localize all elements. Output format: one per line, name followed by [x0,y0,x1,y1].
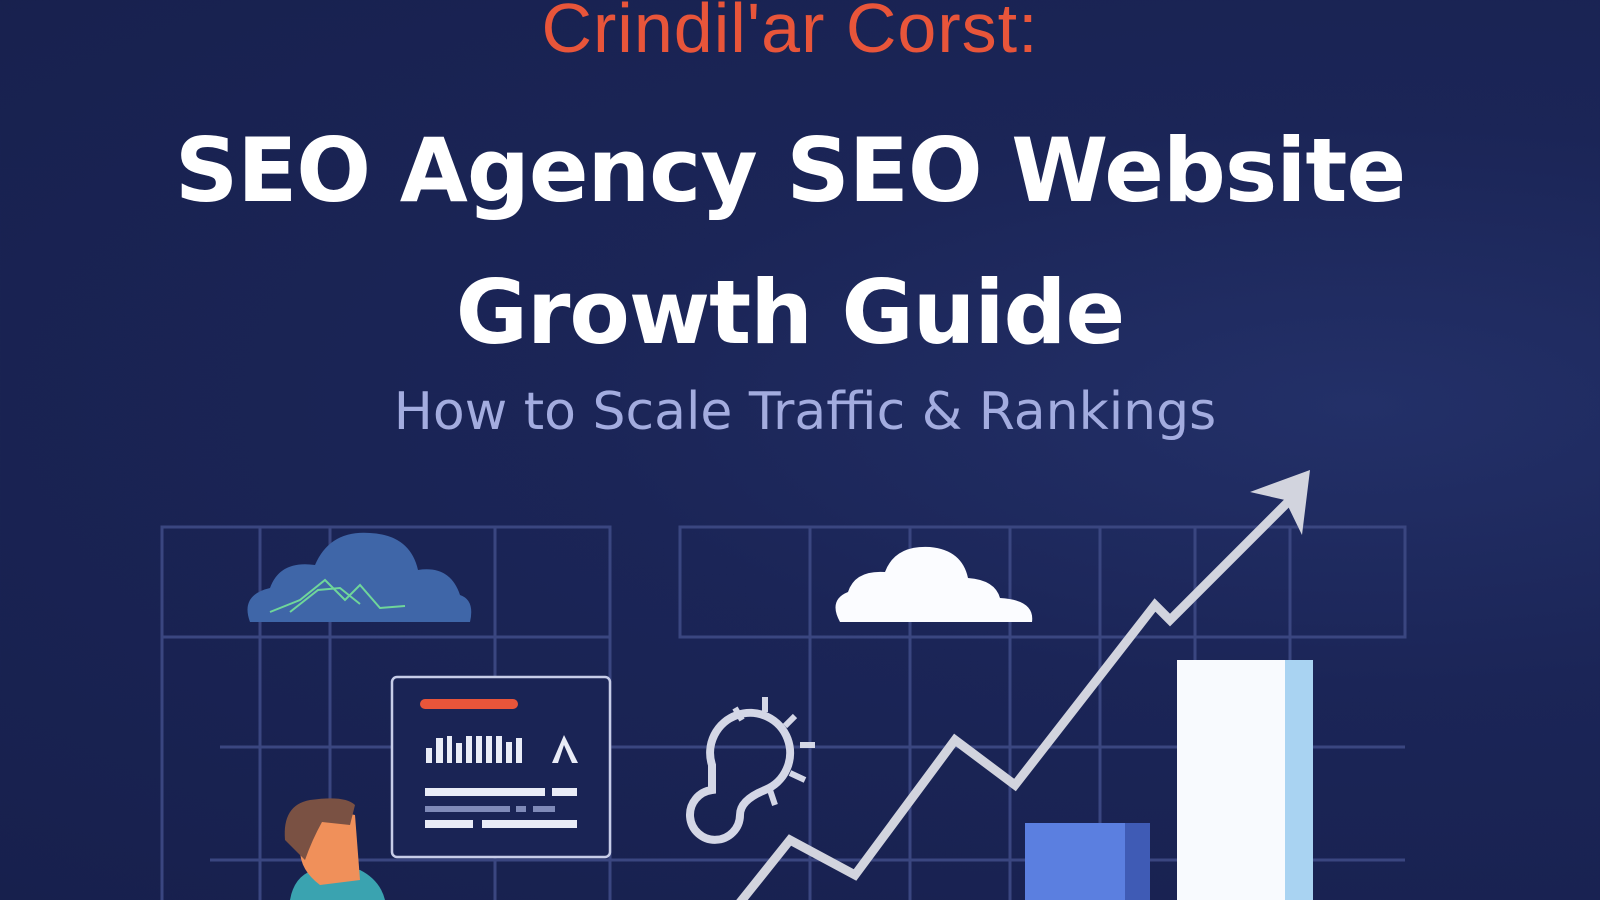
eyebrow-text: Crindil'ar Corst: [541,0,1039,67]
title-line-1: SEO Agency SEO Website [174,119,1406,222]
bar-short [1025,823,1125,900]
page-title: SEO Agency SEO Website Growth Guide [0,100,1580,384]
growth-bars [1025,660,1313,900]
bar-tall [1177,660,1285,900]
title-line-2: Growth Guide [455,261,1125,364]
report-card-icon [390,675,612,859]
cloud-icon [247,532,472,622]
trend-arrow-icon [736,470,1310,900]
subtitle: How to Scale Traffic & Rankings [393,382,1217,442]
gear-icon [686,697,815,844]
cloud-icon [835,546,1033,622]
person-figure [284,798,385,900]
